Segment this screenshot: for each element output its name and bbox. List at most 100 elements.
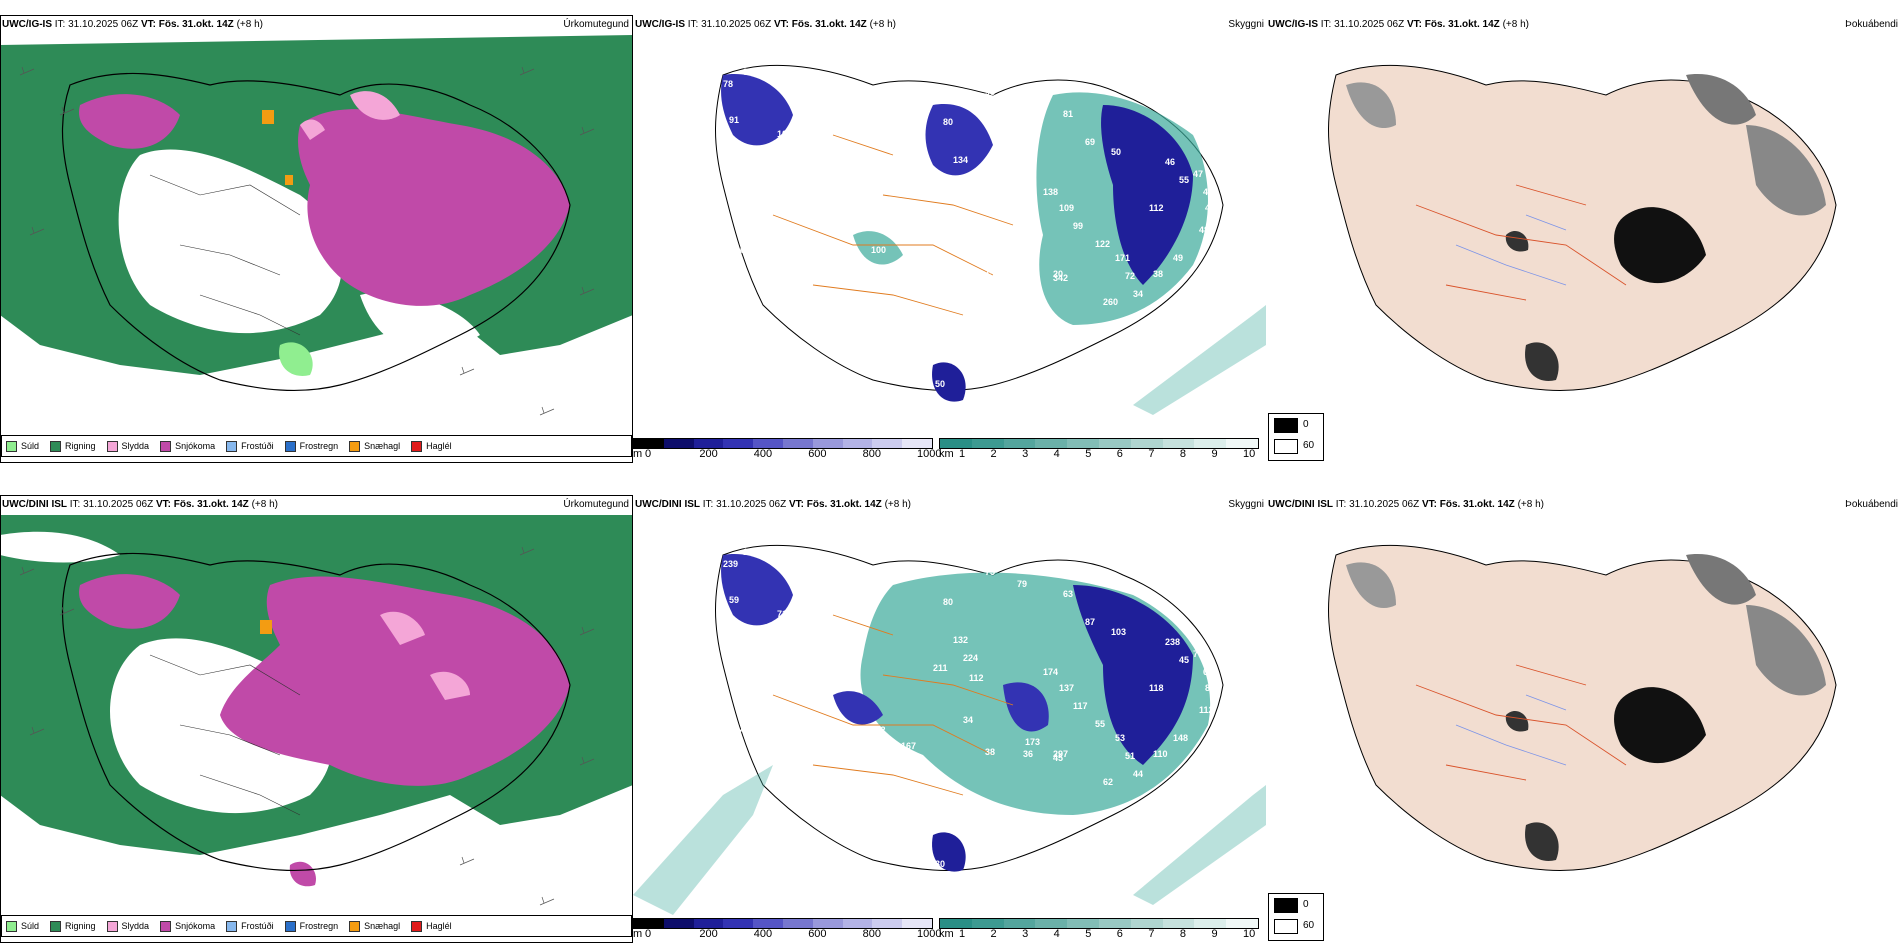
panel-title: UWC/IG-IS IT: 31.10.2025 06Z VT: Fös. 31… bbox=[635, 19, 896, 30]
legend-swatch bbox=[160, 440, 172, 452]
legend-swatch bbox=[106, 920, 118, 932]
colorbar-segment bbox=[1067, 439, 1099, 448]
precip-value-label: 148 bbox=[1173, 733, 1188, 743]
precip-value-label: 145 bbox=[985, 267, 1000, 277]
precip-value-label: 46 bbox=[1165, 157, 1175, 167]
legend-swatch bbox=[50, 440, 62, 452]
legend-item: Slydda bbox=[106, 920, 149, 932]
colorbar-strip bbox=[633, 918, 933, 929]
panel-title: UWC/DINI ISL IT: 31.10.2025 06Z VT: Fös.… bbox=[1268, 499, 1544, 510]
colorbar-segment bbox=[634, 919, 664, 928]
precip-value-label: 207 bbox=[861, 745, 876, 755]
legend-label: Frostúði bbox=[241, 921, 274, 931]
precip-value-label: 82 bbox=[861, 265, 871, 275]
legend-label: Slydda bbox=[121, 441, 150, 451]
precip-value-label: 55 bbox=[1179, 175, 1189, 185]
colorbar-tick-label: 7 bbox=[1148, 928, 1155, 940]
precip-value-label: 72 bbox=[1125, 271, 1135, 281]
fog-legend-bottom-label: 60 bbox=[1303, 440, 1315, 451]
precip-value-label: 103 bbox=[1111, 627, 1126, 637]
fog-panel-top: UWC/IG-IS IT: 31.10.2025 06Z VT: Fös. 31… bbox=[1266, 15, 1900, 463]
precip-value-label: 69 bbox=[1203, 667, 1213, 677]
fog-legend-black-swatch bbox=[1274, 898, 1298, 913]
legend-item: Slydda bbox=[106, 440, 150, 452]
precip-legend: Súld Rigning Slydda Snjókoma Frostúði Frostre… bbox=[1, 435, 632, 457]
legend-item: Snæhagl bbox=[349, 440, 401, 452]
precip-value-label: 112 bbox=[871, 725, 886, 735]
precip-value-label: 48 bbox=[1199, 225, 1209, 235]
precip-value-label: 951 bbox=[901, 261, 916, 271]
colorbar-segment bbox=[842, 439, 873, 448]
colorbar-segment bbox=[693, 919, 724, 928]
precip-value-label: 34 bbox=[1133, 289, 1143, 299]
colorbar-tick-label: 1000 bbox=[917, 928, 942, 940]
panel-name: Þokuábendi bbox=[1845, 19, 1898, 30]
precip-value-label: 80 bbox=[943, 597, 953, 607]
precip-value-label: 101 bbox=[735, 245, 750, 255]
colorbar-tick-label: 2 bbox=[990, 928, 997, 940]
legend-item: Snjókoma bbox=[160, 920, 215, 932]
colorbar-segment bbox=[693, 439, 724, 448]
legend-label: Snæhagl bbox=[364, 441, 401, 451]
colorbar-tick-label: 5 bbox=[1085, 928, 1092, 940]
precip-value-label: 112 bbox=[1149, 203, 1164, 213]
height-colorbar: m 0 200 400 600 800 1000 bbox=[633, 438, 941, 463]
colorbar-segment bbox=[940, 919, 972, 928]
colorbar-segment bbox=[1226, 439, 1258, 448]
precip-value-label: 45 bbox=[1179, 655, 1189, 665]
legend-item: Snjókoma bbox=[160, 440, 215, 452]
precip-value-label: 97 bbox=[743, 67, 753, 77]
colorbar-segment bbox=[1035, 439, 1068, 448]
fog-legend-white-swatch bbox=[1274, 439, 1298, 454]
colorbar-tick-label: 9 bbox=[1211, 448, 1218, 460]
precip-value-label: 106 bbox=[777, 129, 792, 139]
colorbar-tick-label: 800 bbox=[862, 448, 881, 460]
precip-value-label: 81 bbox=[1063, 109, 1073, 119]
colorbar-tick-label: 0 bbox=[645, 928, 652, 940]
colorbar-segment bbox=[753, 919, 783, 928]
precip-value-label: 79 bbox=[1017, 579, 1027, 589]
legend-swatch bbox=[349, 440, 361, 452]
colorbar-tick-label: 4 bbox=[1053, 448, 1060, 460]
precip-value-label: 239 bbox=[723, 559, 738, 569]
precip-value-label: 219 bbox=[753, 707, 768, 717]
precip-value-label: 118 bbox=[1149, 683, 1164, 693]
precip-value-label: 151 bbox=[963, 173, 978, 183]
precip-value-label: 124 bbox=[933, 183, 948, 193]
precip-value-label: 87 bbox=[1085, 617, 1095, 627]
panel-name: Skyggni bbox=[1228, 499, 1264, 510]
panel-title: UWC/DINI ISL IT: 31.10.2025 06Z VT: Fös.… bbox=[635, 499, 911, 510]
precip-value-label: 243 bbox=[735, 725, 750, 735]
precip-value-label: 49 bbox=[1205, 203, 1215, 213]
precip-value-label: 174 bbox=[1043, 667, 1058, 677]
precip-value-label: 171 bbox=[1115, 253, 1130, 263]
colorbar-strip bbox=[633, 438, 933, 449]
panel-name: Úrkomutegund bbox=[563, 19, 629, 30]
colorbar-segment bbox=[663, 919, 694, 928]
precip-value-label: 132 bbox=[953, 635, 968, 645]
colorbar-segment bbox=[812, 919, 843, 928]
legend-item: Frostúði bbox=[226, 440, 274, 452]
colorbar-tick-label: 3 bbox=[1022, 928, 1029, 940]
precip-value-label: 297 bbox=[1053, 749, 1068, 759]
precip-value-label: 49 bbox=[1173, 253, 1183, 263]
colorbar-unit: km bbox=[939, 448, 954, 460]
colorbar-segment bbox=[1098, 439, 1131, 448]
colorbar-tick-label: 3 bbox=[1022, 448, 1029, 460]
precip-value-label: 98 bbox=[985, 87, 995, 97]
fog-legend-bottom-label: 60 bbox=[1303, 920, 1315, 931]
legend-swatch bbox=[411, 920, 423, 932]
precip-value-label: 38 bbox=[985, 747, 995, 757]
precip-type-map bbox=[0, 495, 633, 943]
fog-legend: 0 60 bbox=[1268, 413, 1324, 461]
precip-value-label: 49 bbox=[1203, 187, 1213, 197]
legend-item: Frostúði bbox=[226, 920, 274, 932]
colorbar-segment bbox=[1003, 919, 1036, 928]
colorbar-segment bbox=[971, 919, 1004, 928]
precip-value-label: 233 bbox=[779, 239, 794, 249]
precip-value-label: 34 bbox=[963, 715, 973, 725]
colorbar-segment bbox=[1130, 919, 1163, 928]
precip-value-label: 63 bbox=[1063, 589, 1073, 599]
legend-swatch bbox=[411, 440, 423, 452]
